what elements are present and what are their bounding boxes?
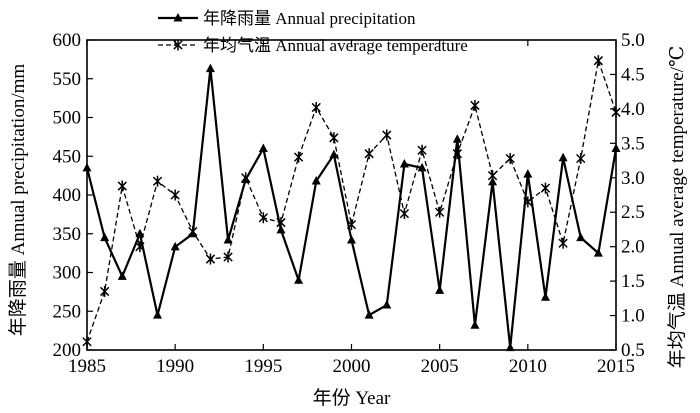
precipitation-point [505,342,515,352]
y-right-tick-label: 0.5 [621,340,645,361]
temperature-point [205,253,216,265]
y-right-tick-label: 5.0 [621,30,645,51]
y-left-tick-label: 250 [53,301,82,322]
precipitation-point [452,134,462,143]
x-tick-label: 1990 [156,356,194,377]
temperature-point [152,175,163,187]
y-left-tick-label: 200 [53,340,82,361]
temperature-point [99,285,110,297]
temperature-point [558,237,568,249]
precipitation-point [364,310,374,319]
y-right-tick-label: 1.5 [621,271,645,292]
temperature-series [82,55,621,348]
legend-precip-label: 年降雨量 Annual precipitation [203,9,416,28]
precipitation-point [135,228,145,238]
temperature-point [576,152,586,164]
x-tick-label: 2015 [597,356,635,377]
precipitation-point [170,241,180,251]
y-left-tick-label: 600 [53,30,82,51]
precipitation-point [276,224,286,234]
x-tick-label: 1985 [68,356,106,377]
y-right-tick-label: 2.0 [621,237,645,258]
y-right-tick-label: 4.5 [621,64,645,85]
temperature-point [170,189,180,201]
y-right-axis-title: 年均气温 Annual average temperature/℃ [666,46,688,369]
axes: 1985 1990 1995 2000 2005 2010 2015 200 250 300 350… [53,30,645,377]
legend-temp-label: 年均气温 Annual average temperature [203,36,468,55]
precipitation-point [223,234,233,244]
temperature-point [540,182,551,194]
temperature-point [417,144,427,156]
precipitation-point [258,143,268,152]
temperature-point [470,99,480,111]
precipitation-point [382,300,392,309]
y-right-tick-label: 2.5 [621,202,645,223]
precipitation-series [82,63,621,352]
x-tick-label: 2010 [509,356,547,377]
precipitation-point [82,162,92,172]
precipitation-point [417,162,427,172]
temperature-point [329,132,339,144]
x-axis-title: 年份 Year [313,387,391,409]
precipitation-point [100,232,110,242]
precipitation-point [593,248,603,257]
precipitation-point [347,234,356,244]
precipitation-point [399,159,409,168]
temperature-point [223,251,233,263]
precipitation-point [488,176,498,186]
y-right-tick-label: 3.0 [621,168,645,189]
temperature-point [258,212,268,224]
precipitation-point [611,143,621,152]
y-left-tick-label: 500 [53,108,82,129]
temperature-point [399,208,410,220]
precipitation-point [294,275,304,284]
x-tick-label: 2005 [421,356,459,377]
y-right-tick-label: 4.0 [621,99,645,120]
y-left-tick-label: 300 [53,263,82,284]
precipitation-point [329,149,339,159]
temperature-point [435,206,445,218]
temperature-line [86,58,617,342]
temperature-point [82,336,92,348]
precipitation-point [435,285,445,294]
temperature-point [611,106,621,118]
precipitation-point [311,176,321,185]
temperature-point [505,152,515,164]
precipitation-point [117,271,127,280]
precipitation-line [85,68,618,348]
y-left-tick-label: 550 [53,69,82,90]
y-left-tick-label: 400 [53,185,82,206]
y-left-axis-title: 年降雨量 Annual precipitation/mm [7,64,29,337]
temperature-point [364,148,374,160]
precipitation-point [576,232,586,242]
temperature-point [382,129,392,141]
x-tick-label: 2000 [333,356,371,377]
precipitation-point [470,320,480,329]
y-left-tick-label: 350 [53,224,82,245]
temperature-point [117,180,127,192]
precipitation-point [558,152,568,162]
temperature-point [311,102,321,114]
precipitation-point [523,169,533,178]
y-right-tick-label: 3.5 [621,133,645,154]
precipitation-point [188,228,198,238]
legend: 年降雨量 Annual precipitation 年均气温 Annual ave… [158,9,468,55]
precipitation-point [241,174,251,183]
precipitation-point [153,310,163,319]
temperature-point [593,55,604,67]
x-tick-label: 1995 [244,356,282,377]
temperature-point [293,151,304,163]
legend-precip-marker [173,13,183,22]
y-left-tick-label: 450 [53,146,82,167]
precipitation-point [205,63,215,73]
y-right-tick-label: 1.0 [621,306,645,327]
precipitation-point [540,292,550,301]
